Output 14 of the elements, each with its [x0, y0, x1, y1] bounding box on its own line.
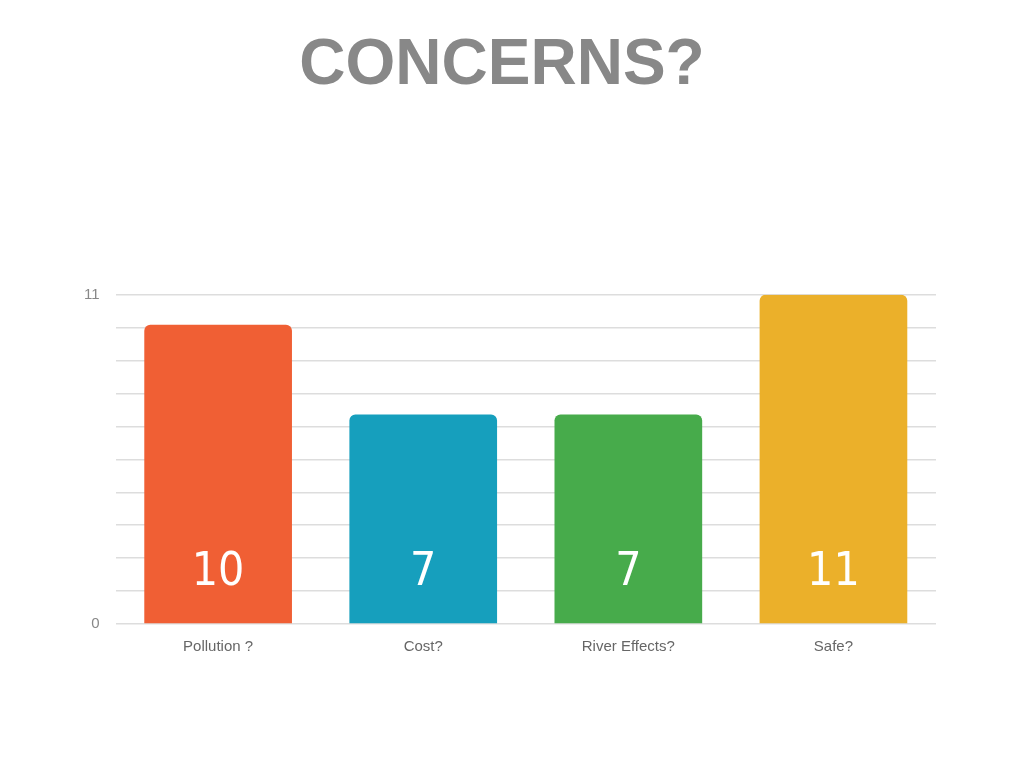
data-label: 7 — [410, 541, 437, 596]
x-tick-label: Pollution ? — [183, 637, 254, 655]
x-tick-label: River Effects? — [581, 637, 675, 655]
bar — [554, 414, 703, 624]
bar — [759, 294, 908, 624]
x-tick-label: Safe? — [813, 637, 854, 655]
x-tick-label: Cost? — [403, 637, 443, 655]
bar — [144, 324, 292, 624]
data-label: 7 — [615, 541, 642, 596]
bar — [349, 414, 498, 624]
y-tick-label: 0 — [91, 614, 100, 632]
chart-title: CONCERNS? — [299, 26, 705, 99]
data-label: 10 — [191, 541, 245, 596]
data-label: 11 — [807, 541, 860, 596]
